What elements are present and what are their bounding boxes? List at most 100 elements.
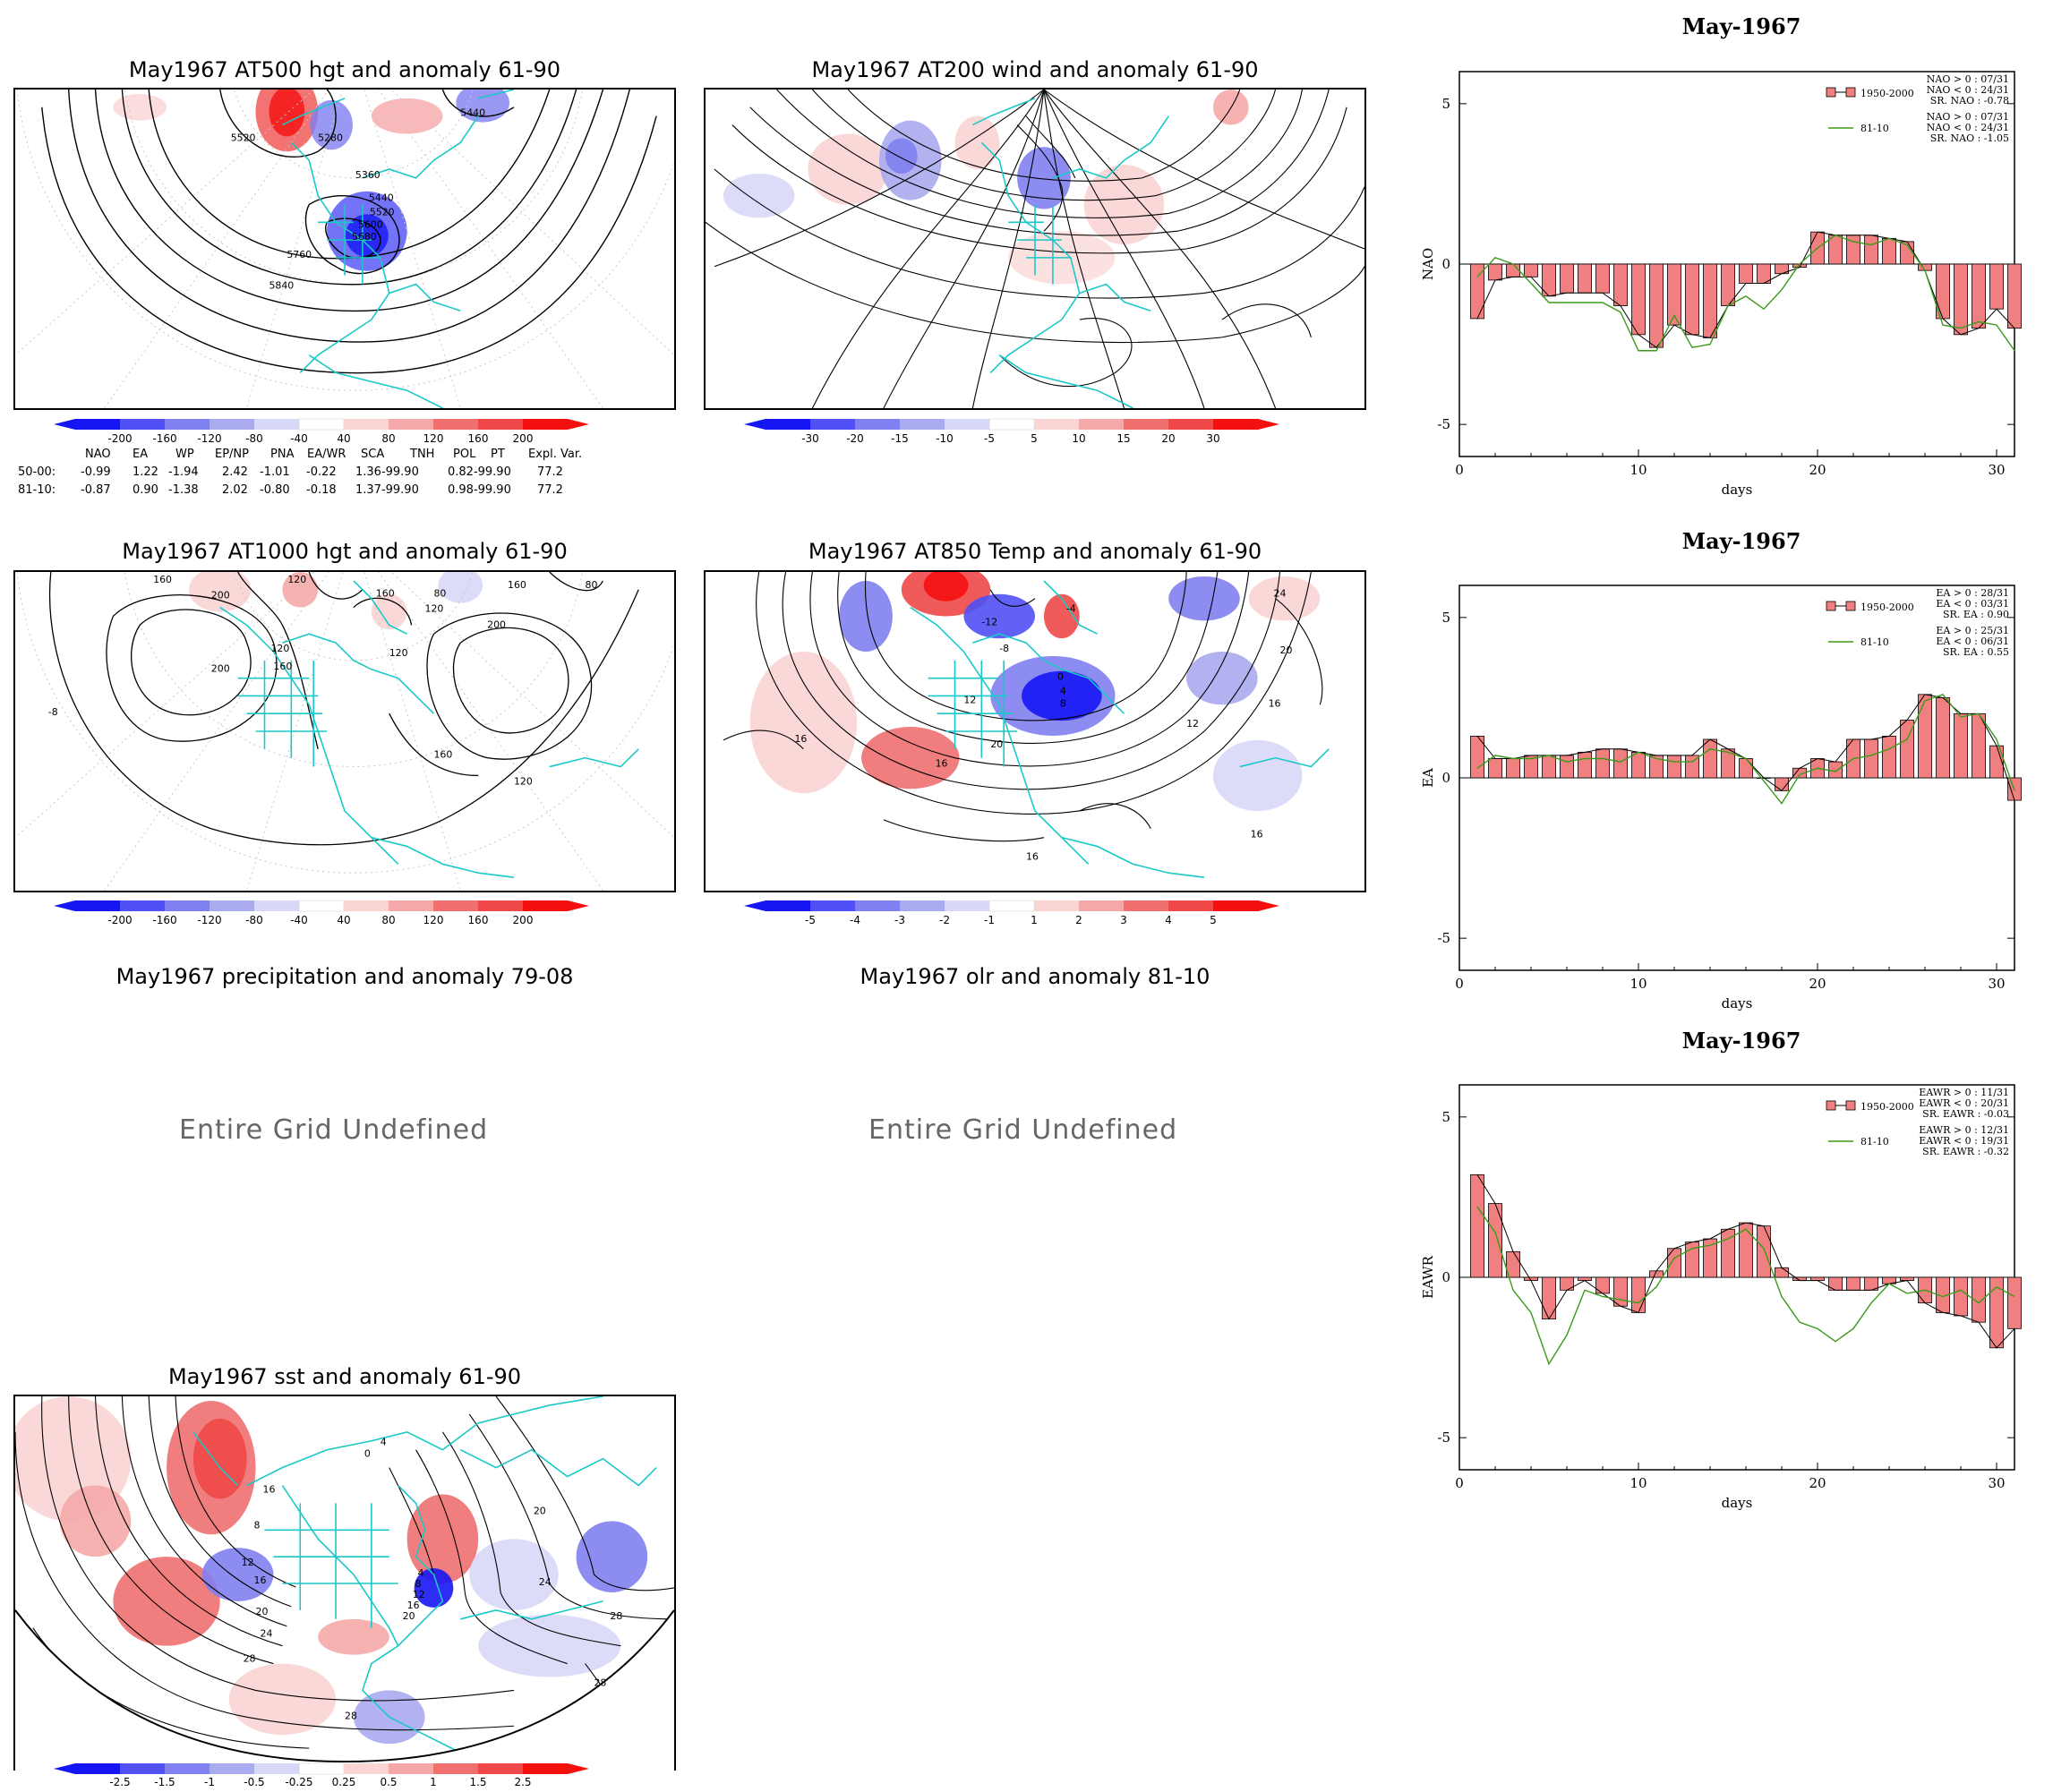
bar	[1703, 738, 1717, 779]
contour-label: 28	[345, 1710, 357, 1721]
eof-header: TNH	[410, 448, 435, 461]
legend-label: 1950-2000	[1860, 1101, 1914, 1113]
eof-cell: 1.37-99.90	[355, 483, 419, 497]
chart-ea: 5 0 -5 0 10 20 30 days EA 1950-2000 EA > 0 : 28/31…	[1420, 585, 2023, 1015]
x-tick-label: 20	[1809, 1475, 1826, 1491]
x-tick-label: 20	[1809, 976, 1826, 992]
contour-label: 0	[1057, 671, 1064, 683]
eof-cell: 0.90	[133, 483, 158, 497]
contour-label: 0	[364, 1448, 371, 1460]
chart-title-ea: May-1967	[1681, 528, 1801, 554]
bar	[1524, 263, 1538, 277]
chart-title-eawr: May-1967	[1681, 1028, 1801, 1054]
legend-stat: EA > 0 : 25/31	[1936, 625, 2009, 636]
eof-cell: 77.2	[537, 483, 563, 497]
eof-header: PT	[491, 448, 505, 461]
legend-stat: SR. EA : 0.55	[1943, 646, 2009, 658]
bar	[1739, 1222, 1753, 1278]
legend-stat: SR. EA : 0.90	[1943, 609, 2009, 620]
eof-header: NAO	[85, 448, 111, 461]
colorbar-label: 160	[468, 432, 489, 445]
x-axis-label: days	[1722, 995, 1753, 1011]
bar	[1810, 1276, 1825, 1281]
contour-label: 160	[508, 579, 526, 591]
y-axis-label: EA	[1420, 768, 1436, 788]
colorbar-svg: -5 -4 -3 -2 -1 1 2 3 4 5	[744, 900, 1279, 926]
colorbar-label: -80	[245, 432, 263, 445]
bar	[1954, 713, 1968, 779]
eof-cell: -1.94	[168, 465, 199, 479]
bar	[1954, 263, 1968, 336]
bar	[1864, 235, 1878, 265]
contour-label: 5520	[370, 206, 395, 218]
legend-swatch-bar	[1845, 87, 1856, 98]
eof-cell: -0.87	[81, 483, 111, 497]
chart-eawr-svg: 5 0 -5 0 10 20 30 days EAWR 1950-2000 EAWR > 0 : 1…	[1420, 1084, 2022, 1511]
coastlines	[910, 580, 1330, 878]
colorbar-label: 5	[1210, 914, 1217, 926]
contour-label: 28	[244, 1653, 256, 1665]
chart-eawr: 5 0 -5 0 10 20 30 days EAWR 1950-2000 EAWR > 0 : 1…	[1420, 1084, 2023, 1515]
legend-swatch-bar	[1826, 1100, 1836, 1111]
x-tick-label: 30	[1988, 976, 2005, 992]
legend-label: 81-10	[1860, 1136, 1889, 1148]
map-title-at1000: May1967 AT1000 hgt and anomaly 61-90	[122, 539, 568, 564]
bar	[1972, 263, 1986, 329]
eof-cell: -1.38	[168, 483, 199, 497]
contours	[723, 572, 1323, 842]
eof-cell: 0.98-99.90	[448, 483, 511, 497]
contour-label: 120	[389, 647, 408, 659]
bar	[1685, 263, 1699, 336]
eof-header: EA/WR	[307, 448, 346, 461]
x-tick-label: 20	[1809, 462, 1826, 478]
x-tick-label: 0	[1455, 462, 1464, 478]
contour-label: 20	[534, 1505, 546, 1516]
bar	[1631, 263, 1646, 336]
contour-label: 200	[211, 663, 230, 675]
legend-stat: SR. NAO : -0.78	[1930, 95, 2009, 107]
contour-label: 24	[1274, 588, 1287, 600]
contour-label: 28	[594, 1677, 606, 1688]
map-at500: 5440 5520 5280 5360 5440 5520 5600 5680 …	[13, 88, 676, 410]
contour-label: 16	[1269, 697, 1281, 709]
eof-cell: 2.02	[222, 483, 248, 497]
map-at1000-svg: 160 120 160 80 160 80 120 200 200 160 12…	[15, 572, 674, 891]
colorbar-label: 30	[1206, 432, 1219, 445]
contour-labels: 5440 5520 5280 5360 5440 5520 5600 5680 …	[231, 107, 485, 292]
eof-cell: -1.01	[260, 465, 290, 479]
bar	[1739, 758, 1753, 779]
bar	[2007, 263, 2022, 329]
eof-index-table: NAO EA WP EP/NP PNA EA/WR SCA TNH POL PT…	[18, 448, 663, 501]
colorbar-label: 200	[513, 432, 534, 445]
colorbar-label: -120	[197, 432, 221, 445]
contour-label: 12	[242, 1557, 254, 1568]
colorbar-label: -0.5	[244, 1776, 264, 1788]
legend-stat: EAWR < 0 : 19/31	[1919, 1135, 2009, 1147]
map-at850: -12 -4 24 -8 20 0 16 12 4 8 12 20 16 16 …	[704, 570, 1366, 892]
bar	[1828, 761, 1843, 779]
contour-label: 16	[262, 1483, 275, 1495]
contour-label: 20	[1280, 644, 1293, 656]
bar	[1560, 263, 1574, 294]
contour-label: 24	[261, 1628, 273, 1640]
contour-label: 5520	[231, 132, 256, 143]
bar	[1954, 1276, 1968, 1317]
bar	[1667, 755, 1681, 779]
eof-cell: 1.36-99.90	[355, 465, 419, 479]
eof-header: PNA	[270, 448, 295, 461]
y-tick-label: -5	[1437, 930, 1450, 946]
colorbar-label: -0.25	[285, 1776, 312, 1788]
colorbar-svg: -200 -160 -120 -80 -40 40 80 120 160 200	[54, 900, 589, 926]
colorbar-svg: -200 -160 -120 -80 -40 40 80 120 160 200	[54, 418, 589, 445]
contour-label: -12	[981, 616, 997, 627]
contour-labels: -12 -4 24 -8 20 0 16 12 4 8 12 20 16 16 …	[794, 588, 1292, 863]
legend-stat: NAO > 0 : 07/31	[1927, 73, 2009, 85]
legend-label: 81-10	[1860, 123, 1889, 134]
x-tick-label: 10	[1629, 1475, 1647, 1491]
contour-label: 5760	[287, 249, 312, 260]
colorbar-label: 20	[1161, 432, 1175, 445]
colorbar-label: 2.5	[514, 1776, 531, 1788]
x-tick-label: 30	[1988, 1475, 2005, 1491]
map-at200	[704, 88, 1366, 410]
bar	[1972, 713, 1986, 779]
